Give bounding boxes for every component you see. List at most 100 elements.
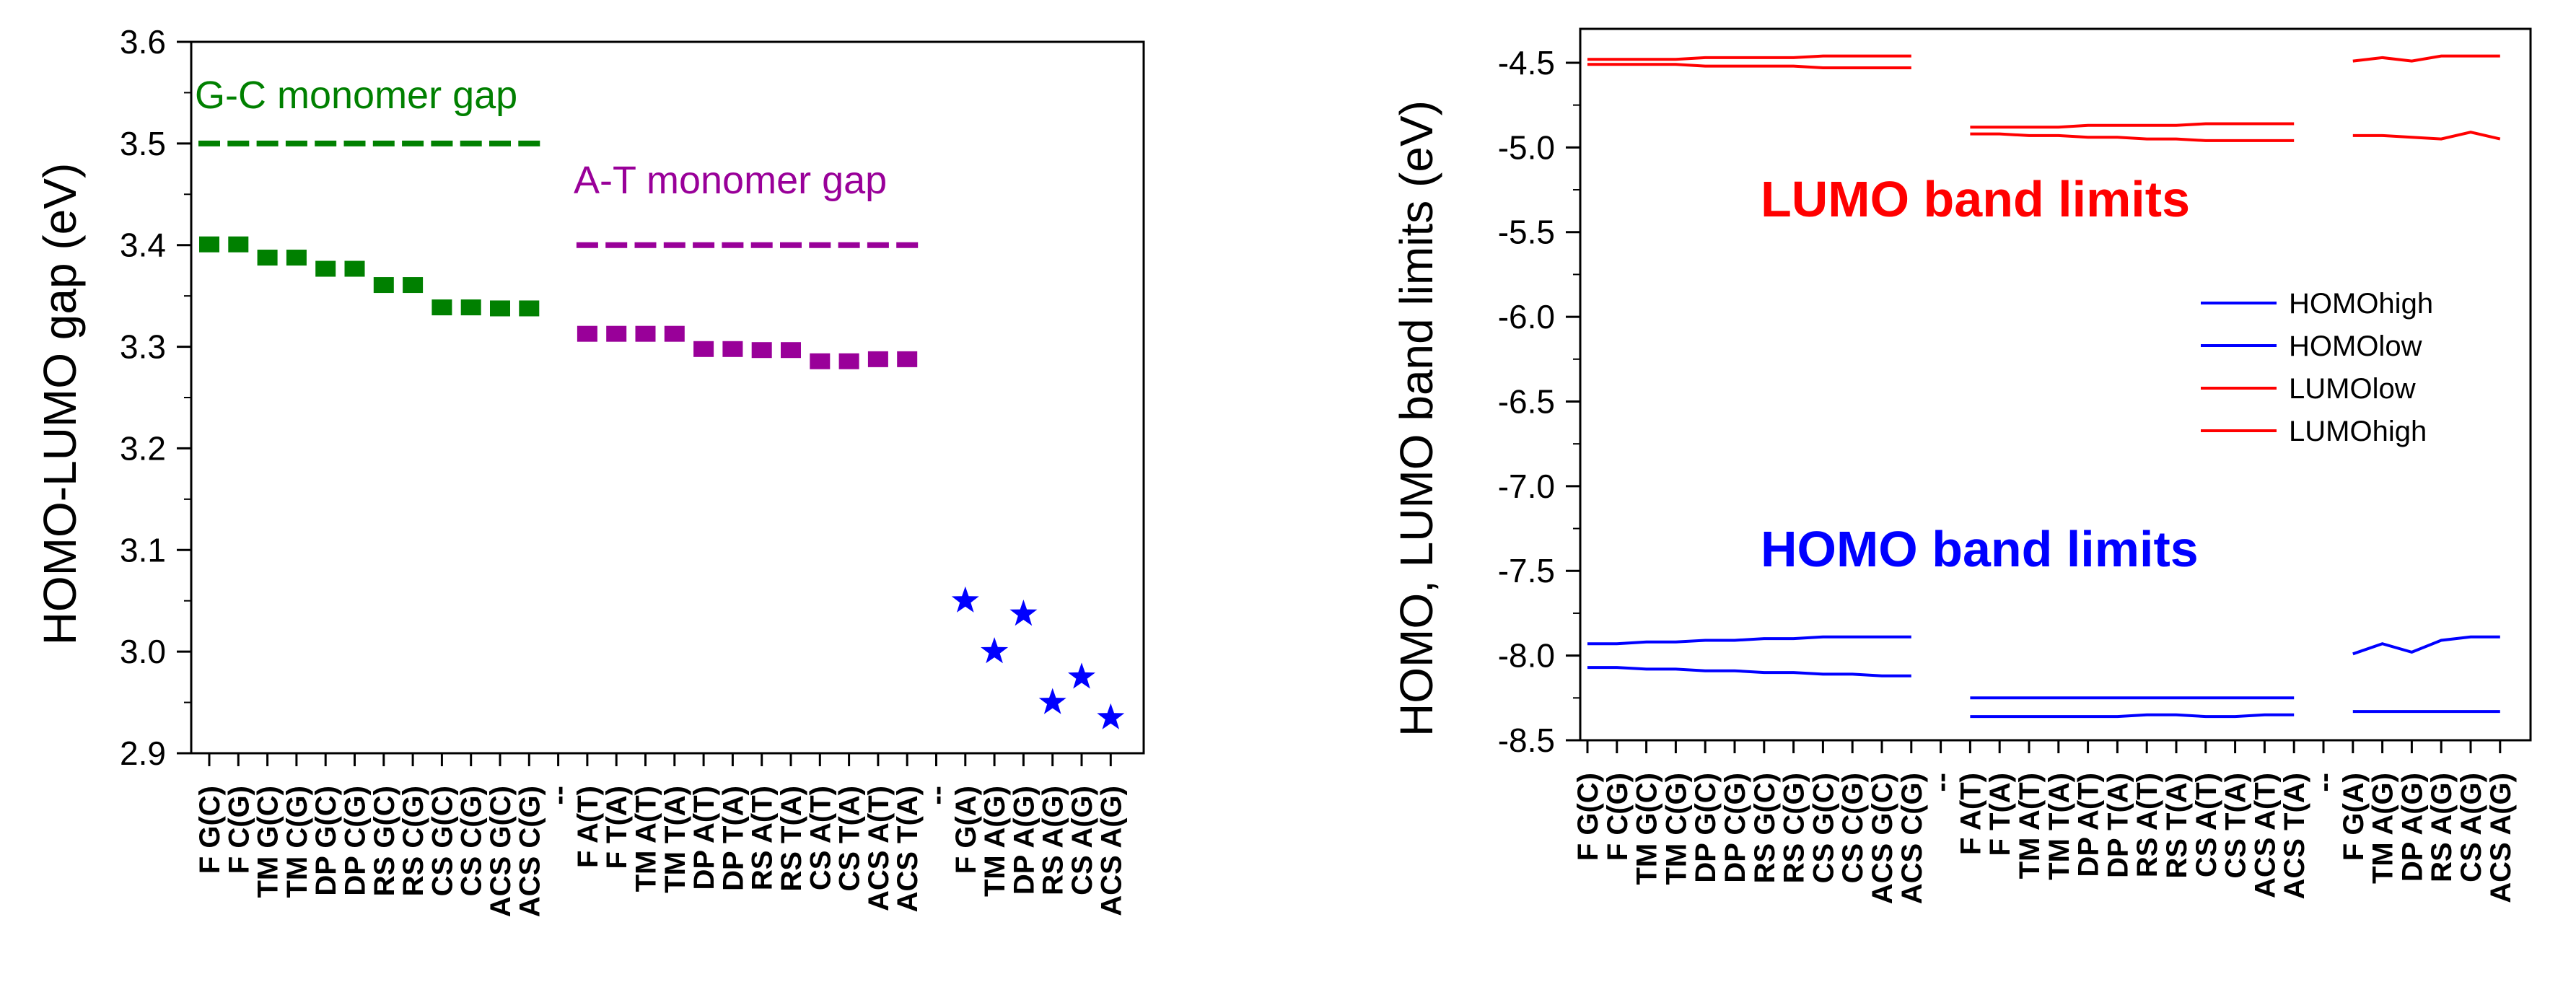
left-category-label: RS T(A) <box>776 786 807 892</box>
right-y-tick-label: -7.0 <box>1498 468 1555 505</box>
left-x-ticks <box>208 753 1112 766</box>
right-category-label: TM A(T) <box>2014 773 2046 879</box>
left-y-tick-label: 3.5 <box>120 125 166 162</box>
left-y-tick-label: 3.4 <box>120 227 166 264</box>
lumolow-line <box>1587 63 1911 69</box>
right-category-label: DP C(G) <box>1719 773 1751 883</box>
left-category-label: TM T(A) <box>660 786 691 893</box>
left-category-label: CS A(G) <box>1066 786 1098 895</box>
left-category-label: DP A(T) <box>688 786 720 890</box>
gap-square-marker <box>286 250 307 266</box>
left-y-tick-label: 3.1 <box>120 531 166 569</box>
right-category-label: RS G(C) <box>1749 773 1781 883</box>
lumolow-line <box>1970 132 2295 142</box>
gap-square-marker <box>693 341 714 357</box>
right-category-label: -- <box>1926 773 1958 792</box>
right-category-label: F A(T) <box>1955 773 1986 855</box>
gap-square-marker <box>867 351 888 367</box>
left-category-label: ACS T(A) <box>892 786 924 913</box>
right-category-label: TM G(C) <box>1631 773 1663 885</box>
right-y-axis-label: HOMO, LUMO band limits (eV) <box>1390 100 1442 737</box>
right-category-label: ACS T(A) <box>2279 773 2310 900</box>
left-category-label: -- <box>921 786 953 805</box>
left-category-label: ACS G(C) <box>485 786 517 917</box>
left-category-label: DP G(C) <box>310 786 342 896</box>
gap-square-marker <box>606 325 627 342</box>
gap-star-marker <box>1068 662 1095 689</box>
left-category-label: DP C(G) <box>340 786 372 896</box>
legend-label-homohigh: HOMOhigh <box>2289 288 2433 320</box>
right-category-labels: F G(C)F C(G)TM G(C)TM C(G)DP G(C)DP C(G)… <box>1572 773 2517 904</box>
right-category-label: ACS A(G) <box>2485 773 2517 903</box>
homohigh-line <box>2352 635 2500 656</box>
gap-square-marker <box>635 325 656 342</box>
left-y-axis-label: HOMO-LUMO gap (eV) <box>34 163 86 646</box>
left-data-marks <box>198 140 1125 729</box>
right-category-label: -- <box>2308 773 2340 792</box>
gap-square-marker <box>664 325 685 342</box>
homo-band-limits-label: HOMO band limits <box>1761 521 2199 577</box>
right-category-label: CS A(T) <box>2191 773 2222 877</box>
right-data-marks <box>1587 54 2501 719</box>
left-category-label: TM C(G) <box>281 786 313 898</box>
right-category-label: F G(C) <box>1572 773 1604 861</box>
gap-star-marker <box>1038 688 1066 714</box>
at-monomer-gap-label: A-T monomer gap <box>574 159 887 202</box>
gap-square-marker <box>490 300 510 317</box>
left-y-tick-label: 3.0 <box>120 633 166 670</box>
left-y-tick-label: 2.9 <box>120 734 166 772</box>
gap-square-marker <box>373 277 394 294</box>
right-y-ticks: -8.5 -8.0 -7.5 -7.0 -6.5 -6.0 -5.5 -5.0 -4.5 <box>1498 44 1580 759</box>
right-category-label: F C(G) <box>1602 773 1634 861</box>
left-category-label: ACS A(G) <box>1095 786 1127 916</box>
chart-legend: HOMOhigh HOMOlow LUMOlow LUMOhigh <box>2201 288 2433 447</box>
left-category-label: CS G(C) <box>426 786 458 896</box>
gap-star-marker <box>1097 703 1125 729</box>
right-y-tick-label: -7.5 <box>1498 552 1555 589</box>
gap-square-marker <box>460 299 481 316</box>
left-category-label: F C(G) <box>223 786 255 874</box>
right-category-label: CS T(A) <box>2220 773 2252 879</box>
gap-square-marker <box>403 277 424 294</box>
homolow-line <box>1970 713 2295 719</box>
gap-square-marker <box>810 353 831 369</box>
gap-square-marker <box>781 342 801 359</box>
left-chart: 2.93.03.13.23.33.43.53.6 F G(C)F C(G)TM … <box>34 23 1145 917</box>
right-category-label: F T(A) <box>1984 773 2016 856</box>
left-category-label: ACS A(T) <box>863 786 895 911</box>
left-category-label: ACS C(G) <box>514 786 546 917</box>
gap-square-marker <box>228 236 249 253</box>
gap-star-marker <box>951 586 979 613</box>
gc-monomer-gap-label: G-C monomer gap <box>195 74 517 117</box>
right-y-tick-label: -4.5 <box>1498 44 1555 82</box>
left-category-label: -- <box>543 786 575 805</box>
left-category-label: F G(A) <box>950 786 982 874</box>
gap-square-marker <box>257 250 278 266</box>
right-category-label: DP T(A) <box>2102 773 2134 878</box>
gap-square-marker <box>897 351 918 367</box>
right-category-label: TM C(G) <box>1660 773 1692 885</box>
lumolow-line <box>2352 131 2501 141</box>
left-category-label: TM G(C) <box>253 786 284 898</box>
left-category-label: RS G(C) <box>369 786 400 896</box>
right-y-tick-label: -8.5 <box>1498 722 1555 759</box>
right-plot-frame <box>1579 27 2532 742</box>
left-y-ticks: 2.9 3.0 3.1 3.2 3.3 3.4 3.5 3.6 <box>120 23 191 772</box>
right-category-label: DP G(C) <box>1690 773 1722 883</box>
left-category-label: TM A(T) <box>631 786 662 892</box>
gap-square-marker <box>431 299 452 316</box>
left-plot-frame <box>190 40 1145 755</box>
gap-square-marker <box>722 341 743 357</box>
lumohigh-line <box>1970 122 2295 129</box>
homolow-line <box>1587 666 1911 677</box>
right-category-label: RS T(A) <box>2161 773 2193 879</box>
left-category-label: F A(T) <box>572 786 604 868</box>
lumohigh-line <box>1587 54 1911 61</box>
right-category-label: RS A(T) <box>2132 773 2163 877</box>
gap-square-marker <box>577 325 597 342</box>
right-y-tick-label: -8.0 <box>1498 637 1555 675</box>
right-category-label: TM A(G) <box>2367 773 2399 884</box>
right-category-label: ACS A(T) <box>2249 773 2281 898</box>
gap-square-marker <box>344 260 365 277</box>
left-y-tick-label: 3.6 <box>120 23 166 61</box>
